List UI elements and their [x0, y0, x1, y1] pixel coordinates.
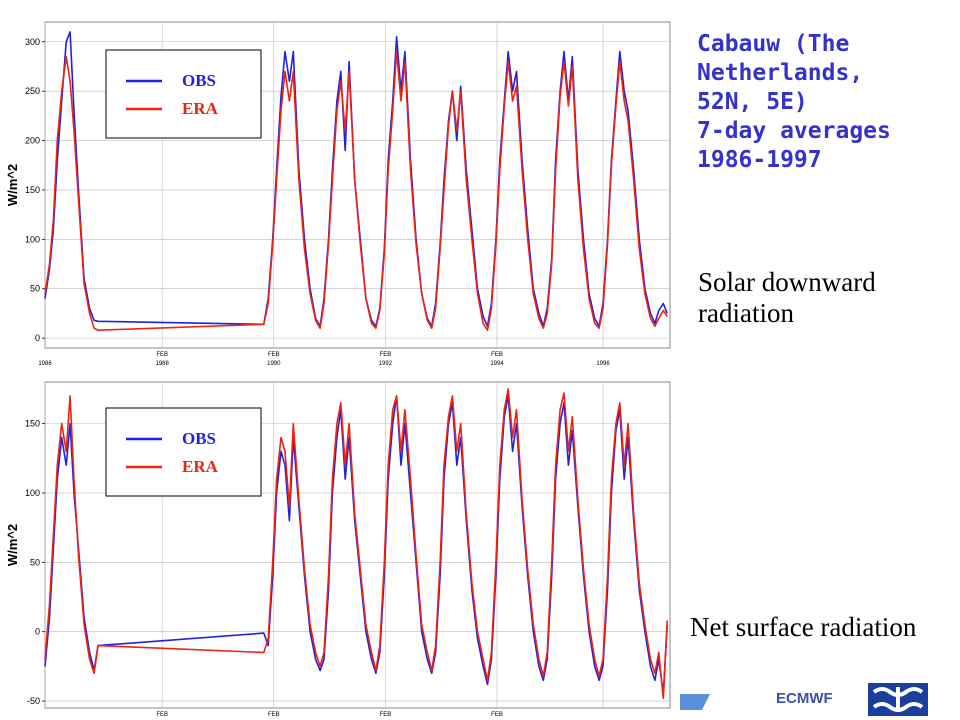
y-tick-label: 150: [25, 419, 40, 429]
title-line: 52N, 5E): [697, 89, 808, 115]
title-line: 1986-1997: [697, 147, 822, 173]
net-radiation-caption: Net surface radiation: [690, 612, 917, 642]
ecmwf-logo-icon: [868, 683, 928, 716]
y-tick-label: 50: [30, 284, 40, 294]
x-tick-month: FEB: [491, 352, 503, 358]
y-tick-label: 0: [35, 627, 40, 637]
y-tick-label: 100: [25, 488, 40, 498]
y-tick-label: 300: [25, 37, 40, 47]
series-line-obs: [44, 395, 668, 695]
legend-label-era: ERA: [182, 457, 219, 476]
x-tick-month: FEB: [380, 352, 392, 358]
net-radiation-chart: 1986FEB1988FEB1990FEB1992FEB19941996-500…: [0, 370, 675, 720]
solar-radiation-svg: 1986 FEB 1988 FEB 1990 FEB 1992 FEB 1994 1996 0 50 1…: [5, 21, 671, 367]
y-tick-label: 200: [25, 136, 40, 146]
x-tick-month: FEB: [268, 712, 280, 718]
y-axis-label: W/m^2: [5, 164, 20, 206]
solar-radiation-chart: 1986 FEB 1988 FEB 1990 FEB 1992 FEB 1994 1996 0 50 1…: [0, 10, 675, 367]
y-tick-label: -50: [27, 696, 40, 706]
x-tick-month: FEB: [268, 352, 280, 358]
y-axis-label: W/m^2: [5, 524, 20, 566]
title-line: 7-day averages: [697, 118, 891, 144]
y-tick-label: 150: [25, 185, 40, 195]
x-tick-year: 1992: [379, 361, 393, 367]
x-tick-year: 1990: [267, 361, 281, 367]
legend-box: [105, 407, 262, 497]
x-tick-year: 1994: [490, 361, 504, 367]
series-line-era: [44, 388, 668, 700]
solar-radiation-caption: Solar downward radiation: [698, 267, 876, 328]
legend-label-era: ERA: [182, 99, 219, 118]
title-line: Netherlands,: [697, 60, 864, 86]
series-line-era: [44, 50, 668, 332]
x-tick-month: FEB: [156, 352, 168, 358]
legend-label-obs: OBS: [182, 429, 216, 448]
y-tick-label: 100: [25, 234, 40, 244]
x-tick-month: FEB: [156, 712, 168, 718]
x-tick-year: 1986: [38, 361, 52, 367]
y-tick-label: 50: [30, 557, 40, 567]
title-line: Cabauw (The: [697, 31, 850, 57]
x-tick-year: 1996: [596, 361, 610, 367]
x-tick-month: FEB: [491, 712, 503, 718]
footer-org-label: ECMWF: [776, 690, 833, 707]
legend-box: [105, 49, 262, 139]
footer-tab-icon: [680, 694, 710, 710]
legend-label-obs: OBS: [182, 71, 216, 90]
net-radiation-svg: 1986FEB1988FEB1990FEB1992FEB19941996-500…: [5, 381, 671, 718]
legend: OBS ERA: [105, 407, 262, 497]
legend: OBS ERA: [105, 49, 262, 139]
y-tick-label: 0: [35, 333, 40, 343]
x-tick-month: FEB: [380, 712, 392, 718]
x-tick-year: 1988: [156, 361, 170, 367]
y-tick-label: 250: [25, 86, 40, 96]
slide-title: Cabauw (The Netherlands, 52N, 5E) 7-day …: [697, 30, 955, 175]
